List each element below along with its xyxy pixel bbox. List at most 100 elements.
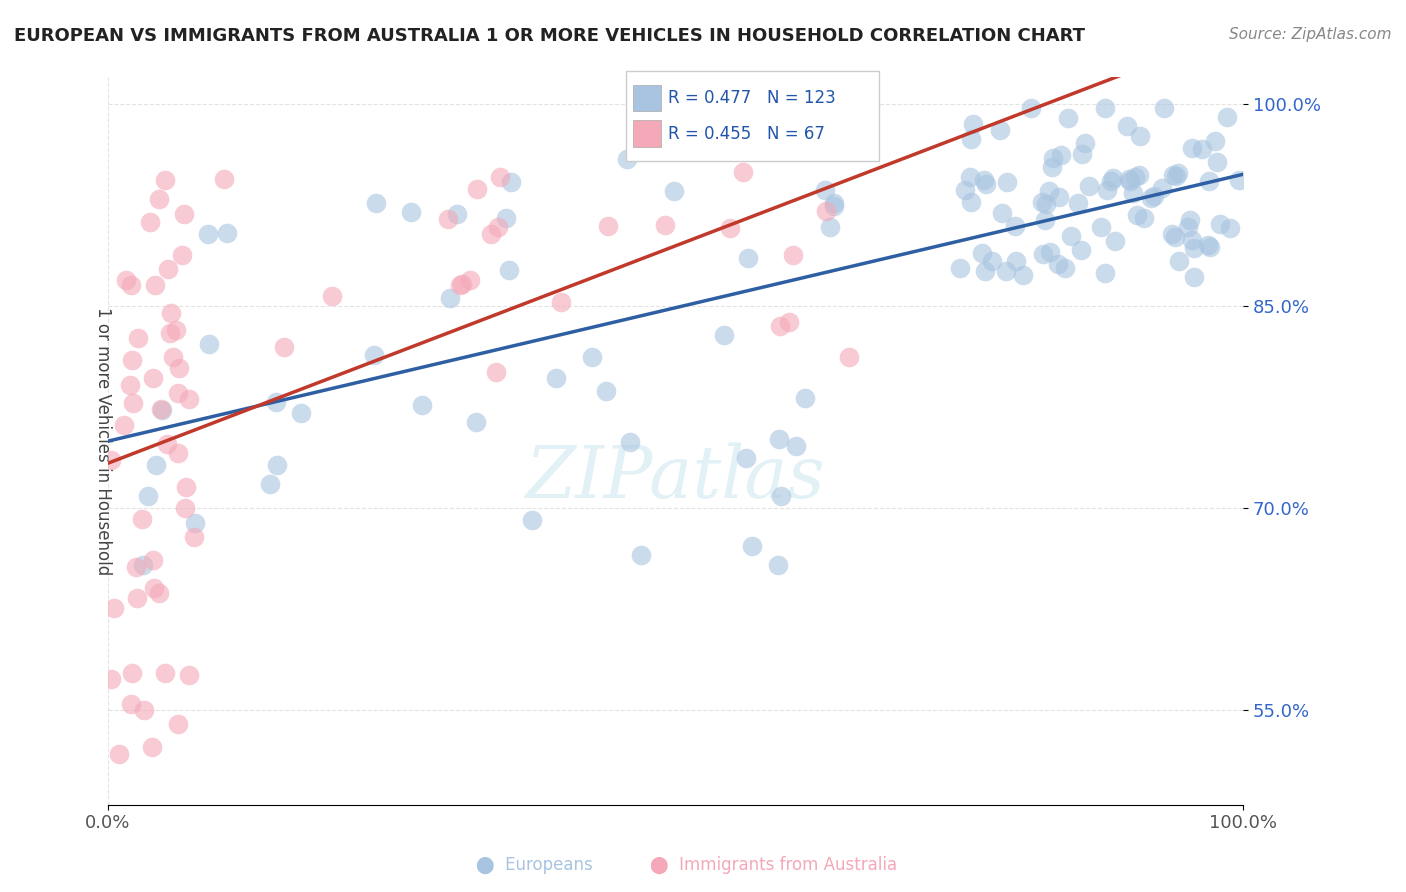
Point bbox=[1118, 172, 1140, 186]
Point bbox=[962, 117, 984, 131]
Point bbox=[1104, 234, 1126, 248]
Point bbox=[273, 340, 295, 354]
Point bbox=[1126, 209, 1149, 223]
Point bbox=[132, 703, 155, 717]
Point bbox=[1039, 244, 1062, 259]
Point bbox=[1004, 253, 1026, 268]
Point bbox=[499, 175, 522, 189]
Text: ⬤  Immigrants from Australia: ⬤ Immigrants from Australia bbox=[650, 856, 897, 874]
Point bbox=[179, 668, 201, 682]
Point bbox=[450, 277, 472, 291]
Point bbox=[174, 480, 197, 494]
Point bbox=[1033, 213, 1056, 227]
Point bbox=[619, 435, 641, 450]
Point bbox=[174, 501, 197, 516]
Point bbox=[616, 153, 638, 167]
Point bbox=[1012, 268, 1035, 282]
Point bbox=[1042, 151, 1064, 165]
Point bbox=[949, 261, 972, 276]
Point bbox=[596, 219, 619, 233]
Point bbox=[793, 391, 815, 405]
Point bbox=[167, 386, 190, 401]
Point bbox=[662, 185, 685, 199]
Point bbox=[100, 672, 122, 686]
Point bbox=[1019, 101, 1042, 115]
Point bbox=[266, 458, 288, 472]
Point bbox=[973, 173, 995, 187]
Point bbox=[1099, 174, 1122, 188]
Point bbox=[437, 212, 460, 227]
Text: R = 0.455   N = 67: R = 0.455 N = 67 bbox=[668, 125, 825, 143]
Point bbox=[141, 740, 163, 755]
Point bbox=[198, 336, 221, 351]
Point bbox=[167, 445, 190, 459]
Point bbox=[259, 476, 281, 491]
Point bbox=[995, 175, 1018, 189]
Y-axis label: 1 or more Vehicles in Household: 1 or more Vehicles in Household bbox=[94, 307, 112, 575]
Point bbox=[737, 252, 759, 266]
Point bbox=[264, 395, 287, 409]
Point bbox=[1054, 260, 1077, 275]
Point bbox=[120, 697, 142, 711]
Point bbox=[1047, 190, 1070, 204]
Point bbox=[1167, 254, 1189, 268]
Point bbox=[173, 206, 195, 220]
Point bbox=[959, 195, 981, 210]
Point bbox=[167, 717, 190, 731]
Point bbox=[1204, 134, 1226, 148]
Point bbox=[439, 291, 461, 305]
Point bbox=[465, 182, 488, 196]
Point bbox=[132, 558, 155, 573]
Point bbox=[768, 432, 790, 446]
Point bbox=[595, 384, 617, 398]
Point bbox=[142, 371, 165, 385]
Point bbox=[520, 513, 543, 527]
Text: EUROPEAN VS IMMIGRANTS FROM AUSTRALIA 1 OR MORE VEHICLES IN HOUSEHOLD CORRELATIO: EUROPEAN VS IMMIGRANTS FROM AUSTRALIA 1 … bbox=[14, 27, 1085, 45]
Point bbox=[630, 548, 652, 562]
Point bbox=[1077, 179, 1099, 194]
Point bbox=[544, 371, 567, 385]
Point bbox=[1071, 146, 1094, 161]
Point bbox=[654, 219, 676, 233]
Point bbox=[145, 458, 167, 472]
Point bbox=[212, 172, 235, 186]
Point bbox=[1191, 142, 1213, 156]
Point bbox=[148, 586, 170, 600]
Point bbox=[1115, 119, 1137, 133]
Point bbox=[1153, 102, 1175, 116]
Point bbox=[1206, 154, 1229, 169]
Point bbox=[973, 263, 995, 277]
Point bbox=[148, 192, 170, 206]
Point bbox=[995, 264, 1018, 278]
Point bbox=[741, 539, 763, 553]
Point bbox=[465, 416, 488, 430]
Text: R = 0.477   N = 123: R = 0.477 N = 123 bbox=[668, 89, 835, 107]
Point bbox=[713, 327, 735, 342]
Point bbox=[778, 316, 800, 330]
Point bbox=[1032, 246, 1054, 260]
Point bbox=[731, 165, 754, 179]
Point bbox=[143, 277, 166, 292]
Point bbox=[1070, 244, 1092, 258]
Point bbox=[183, 530, 205, 544]
Point bbox=[114, 273, 136, 287]
Point bbox=[125, 591, 148, 605]
Point bbox=[107, 747, 129, 762]
Point bbox=[960, 132, 983, 146]
Point bbox=[321, 289, 343, 303]
Point bbox=[1208, 217, 1230, 231]
Point bbox=[489, 170, 512, 185]
Point bbox=[364, 196, 387, 211]
Point bbox=[155, 173, 177, 187]
Point bbox=[159, 326, 181, 340]
Point bbox=[156, 437, 179, 451]
Point bbox=[1150, 181, 1173, 195]
Point bbox=[1073, 136, 1095, 150]
Point bbox=[197, 227, 219, 241]
Point bbox=[782, 248, 804, 262]
Point bbox=[1198, 173, 1220, 187]
Point bbox=[449, 277, 471, 292]
Point bbox=[814, 203, 837, 218]
Point bbox=[1139, 191, 1161, 205]
Point bbox=[1102, 171, 1125, 186]
